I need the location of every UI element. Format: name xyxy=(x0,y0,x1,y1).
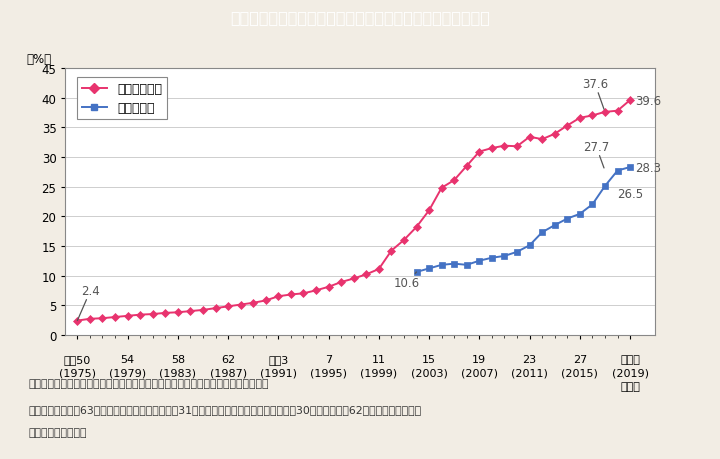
Text: (1979): (1979) xyxy=(109,368,146,378)
Text: 37.6: 37.6 xyxy=(582,78,608,110)
Text: (1999): (1999) xyxy=(360,368,397,378)
Text: ２．昭和63年から平成６年は，各年３月31日現在。平成７年以降は，各年９月30日現在。昭和62年以前は，年により: ２．昭和63年から平成６年は，各年３月31日現在。平成７年以降は，各年９月30日… xyxy=(29,404,422,414)
Text: （%）: （%） xyxy=(27,53,52,66)
Text: (2011): (2011) xyxy=(511,368,548,378)
Text: 28.3: 28.3 xyxy=(635,161,661,174)
Text: （年）: （年） xyxy=(620,381,640,391)
Text: 11: 11 xyxy=(372,354,386,364)
Text: 54: 54 xyxy=(120,354,135,364)
Text: (1995): (1995) xyxy=(310,368,347,378)
Text: 62: 62 xyxy=(221,354,235,364)
Text: (2007): (2007) xyxy=(461,368,498,378)
Text: (1991): (1991) xyxy=(260,368,297,378)
Legend: 審議会等委員, 専門委員等: 審議会等委員, 専門委員等 xyxy=(77,78,167,120)
Text: (2003): (2003) xyxy=(410,368,448,378)
Text: 平成3: 平成3 xyxy=(269,354,289,364)
Text: （備考）１．内閣府「国の審議会等における女性委員の参画状況調べ」より作成。: （備考）１．内閣府「国の審議会等における女性委員の参画状況調べ」より作成。 xyxy=(29,379,269,389)
Text: 昭和50: 昭和50 xyxy=(64,354,91,364)
Text: (2015): (2015) xyxy=(562,368,598,378)
Text: 23: 23 xyxy=(523,354,536,364)
Text: 26.5: 26.5 xyxy=(618,187,644,200)
Text: (1987): (1987) xyxy=(210,368,247,378)
Text: 27: 27 xyxy=(572,354,587,364)
Text: Ｉ－１－５図　国の審議会等における女性委員の割合の推移: Ｉ－１－５図 国の審議会等における女性委員の割合の推移 xyxy=(230,11,490,25)
Text: 27.7: 27.7 xyxy=(583,140,609,168)
Text: (2019): (2019) xyxy=(611,368,649,378)
Text: (1975): (1975) xyxy=(59,368,96,378)
Text: 7: 7 xyxy=(325,354,332,364)
Text: 異なる。: 異なる。 xyxy=(29,427,87,437)
Text: 10.6: 10.6 xyxy=(393,272,420,290)
Text: 15: 15 xyxy=(422,354,436,364)
Text: 19: 19 xyxy=(472,354,487,364)
Text: 39.6: 39.6 xyxy=(635,94,661,107)
Text: 2.4: 2.4 xyxy=(77,284,100,321)
Text: 令和元: 令和元 xyxy=(620,354,640,364)
Text: 58: 58 xyxy=(171,354,185,364)
Text: (1983): (1983) xyxy=(159,368,197,378)
